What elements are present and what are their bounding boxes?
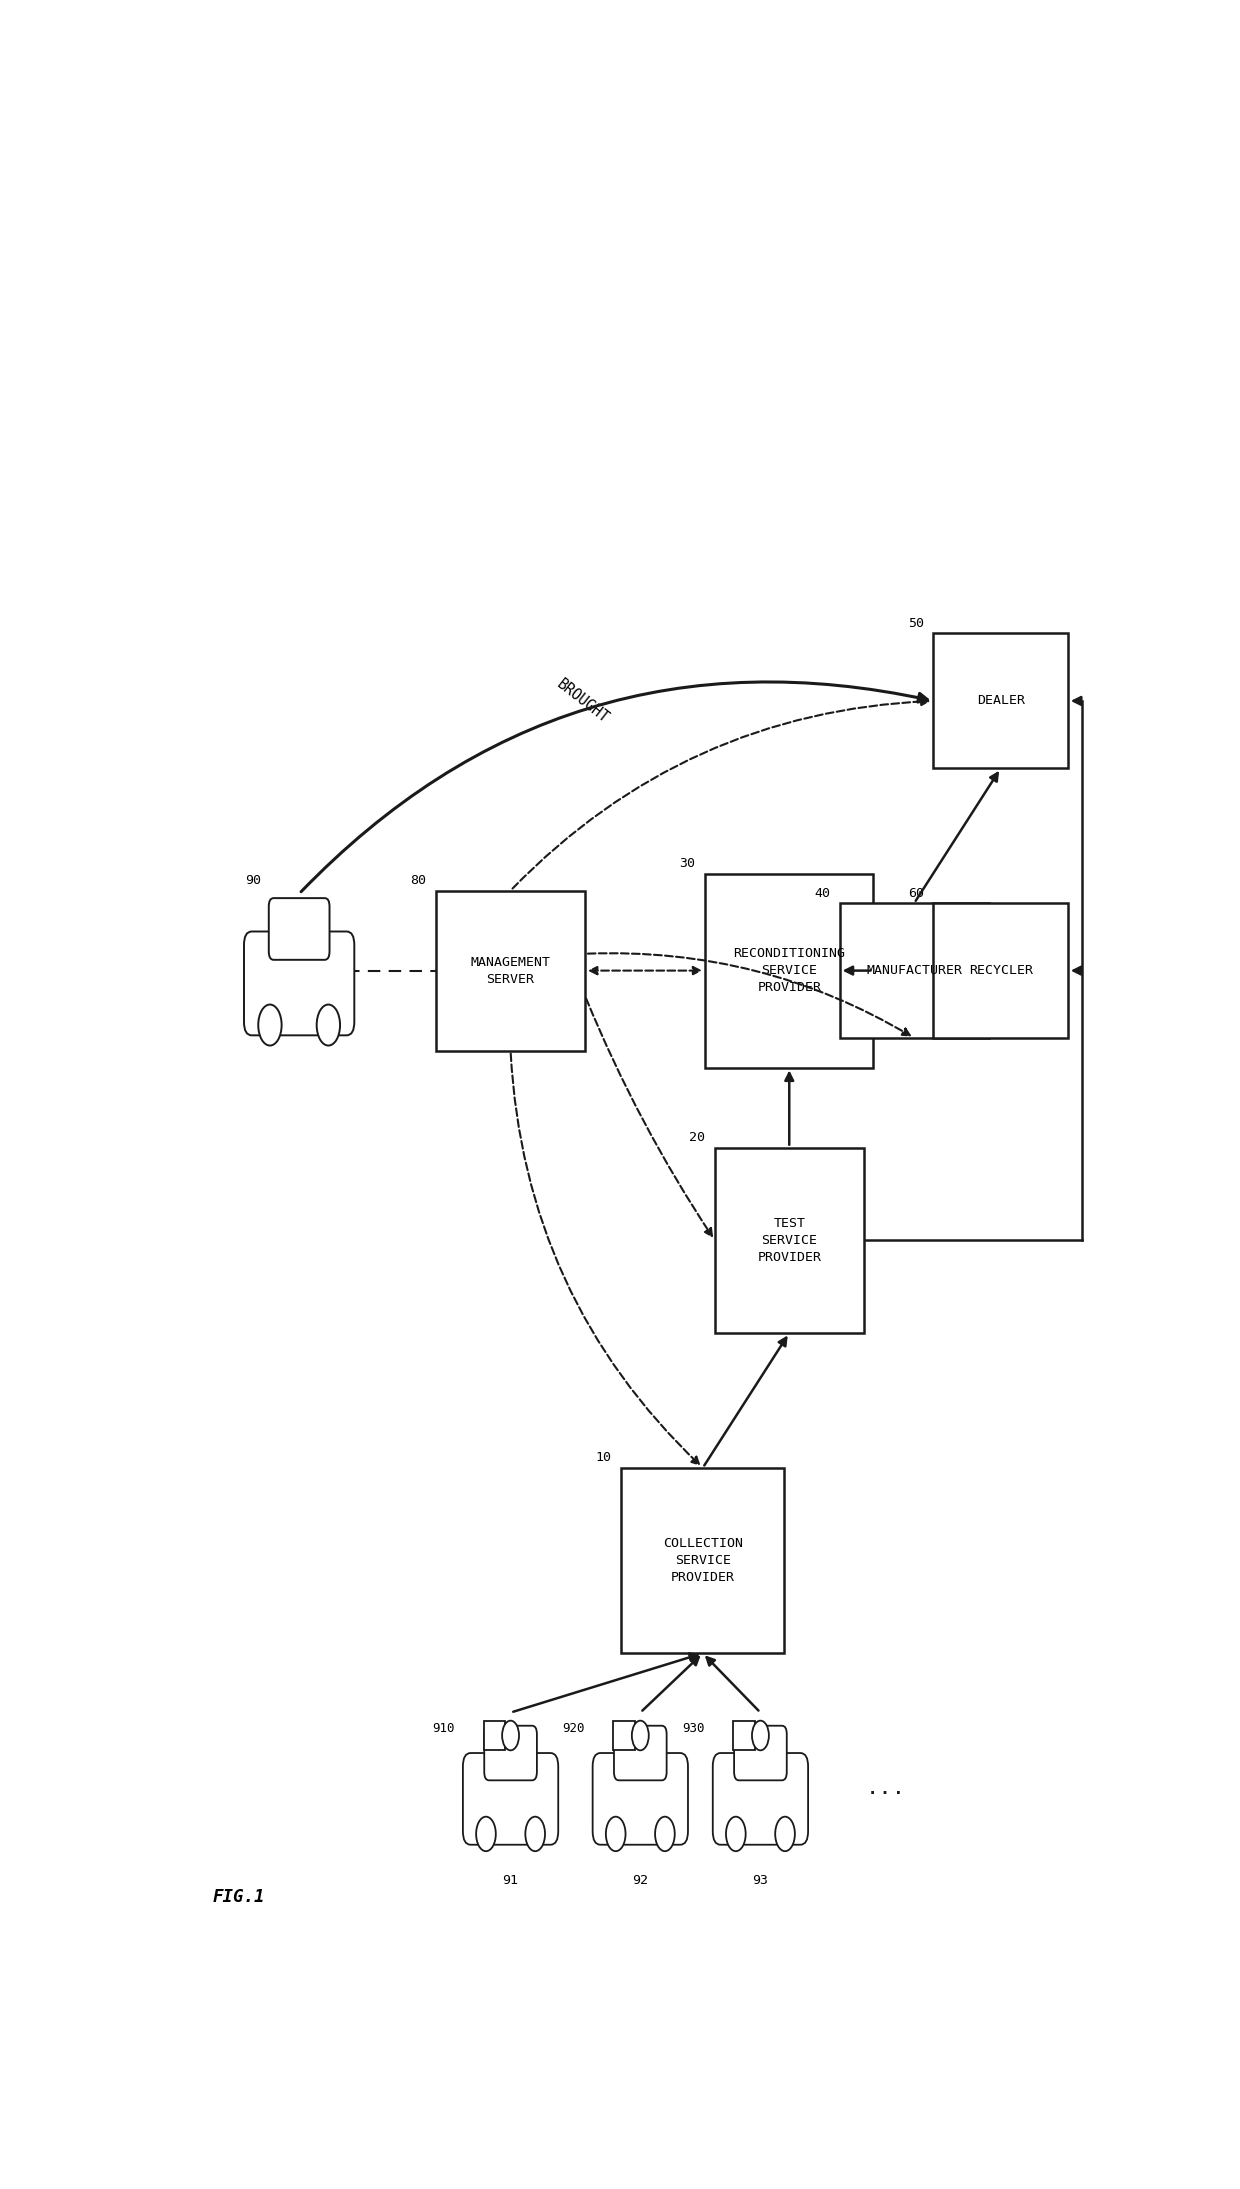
Circle shape [502, 1721, 520, 1751]
Text: FIG.1: FIG.1 [213, 1889, 265, 1907]
Text: BROUGHT: BROUGHT [554, 676, 611, 727]
Text: 910: 910 [433, 1723, 455, 1736]
Text: TEST
SERVICE
PROVIDER: TEST SERVICE PROVIDER [758, 1217, 821, 1263]
FancyBboxPatch shape [436, 891, 585, 1051]
Circle shape [775, 1817, 795, 1852]
Text: 91: 91 [502, 1874, 518, 1887]
FancyBboxPatch shape [713, 1753, 808, 1845]
FancyBboxPatch shape [463, 1753, 558, 1845]
Circle shape [606, 1817, 625, 1852]
FancyBboxPatch shape [244, 933, 355, 1035]
Circle shape [725, 1817, 745, 1852]
FancyBboxPatch shape [614, 1725, 667, 1780]
Text: 30: 30 [680, 858, 696, 871]
Text: ...: ... [866, 1777, 905, 1797]
Text: 90: 90 [244, 873, 260, 887]
Text: 92: 92 [632, 1874, 649, 1887]
Circle shape [316, 1005, 340, 1046]
Text: 93: 93 [753, 1874, 769, 1887]
Circle shape [258, 1005, 281, 1046]
Text: COLLECTION
SERVICE
PROVIDER: COLLECTION SERVICE PROVIDER [662, 1537, 743, 1585]
Text: 40: 40 [815, 887, 830, 900]
Text: RECONDITIONING
SERVICE
PROVIDER: RECONDITIONING SERVICE PROVIDER [733, 948, 846, 994]
Text: RECYCLER: RECYCLER [968, 963, 1033, 976]
FancyBboxPatch shape [714, 1147, 864, 1333]
FancyBboxPatch shape [485, 1725, 537, 1780]
Text: 80: 80 [410, 873, 427, 887]
Circle shape [476, 1817, 496, 1852]
FancyBboxPatch shape [934, 633, 1068, 768]
Circle shape [526, 1817, 546, 1852]
Text: 920: 920 [563, 1723, 585, 1736]
Text: 60: 60 [908, 887, 924, 900]
FancyBboxPatch shape [269, 897, 330, 959]
FancyBboxPatch shape [733, 1721, 755, 1751]
Text: 20: 20 [689, 1132, 706, 1145]
FancyBboxPatch shape [614, 1721, 635, 1751]
FancyBboxPatch shape [839, 904, 988, 1038]
Circle shape [655, 1817, 675, 1852]
FancyBboxPatch shape [593, 1753, 688, 1845]
FancyBboxPatch shape [706, 873, 873, 1068]
Text: MANAGEMENT
SERVER: MANAGEMENT SERVER [470, 957, 551, 985]
FancyBboxPatch shape [621, 1469, 785, 1653]
Text: MANUFACTURER: MANUFACTURER [867, 963, 962, 976]
Text: 50: 50 [908, 617, 924, 630]
Circle shape [751, 1721, 769, 1751]
FancyBboxPatch shape [734, 1725, 786, 1780]
Circle shape [632, 1721, 649, 1751]
Text: 930: 930 [682, 1723, 706, 1736]
Text: 10: 10 [595, 1451, 611, 1464]
FancyBboxPatch shape [484, 1721, 506, 1751]
FancyBboxPatch shape [934, 904, 1068, 1038]
Text: DEALER: DEALER [977, 694, 1024, 707]
